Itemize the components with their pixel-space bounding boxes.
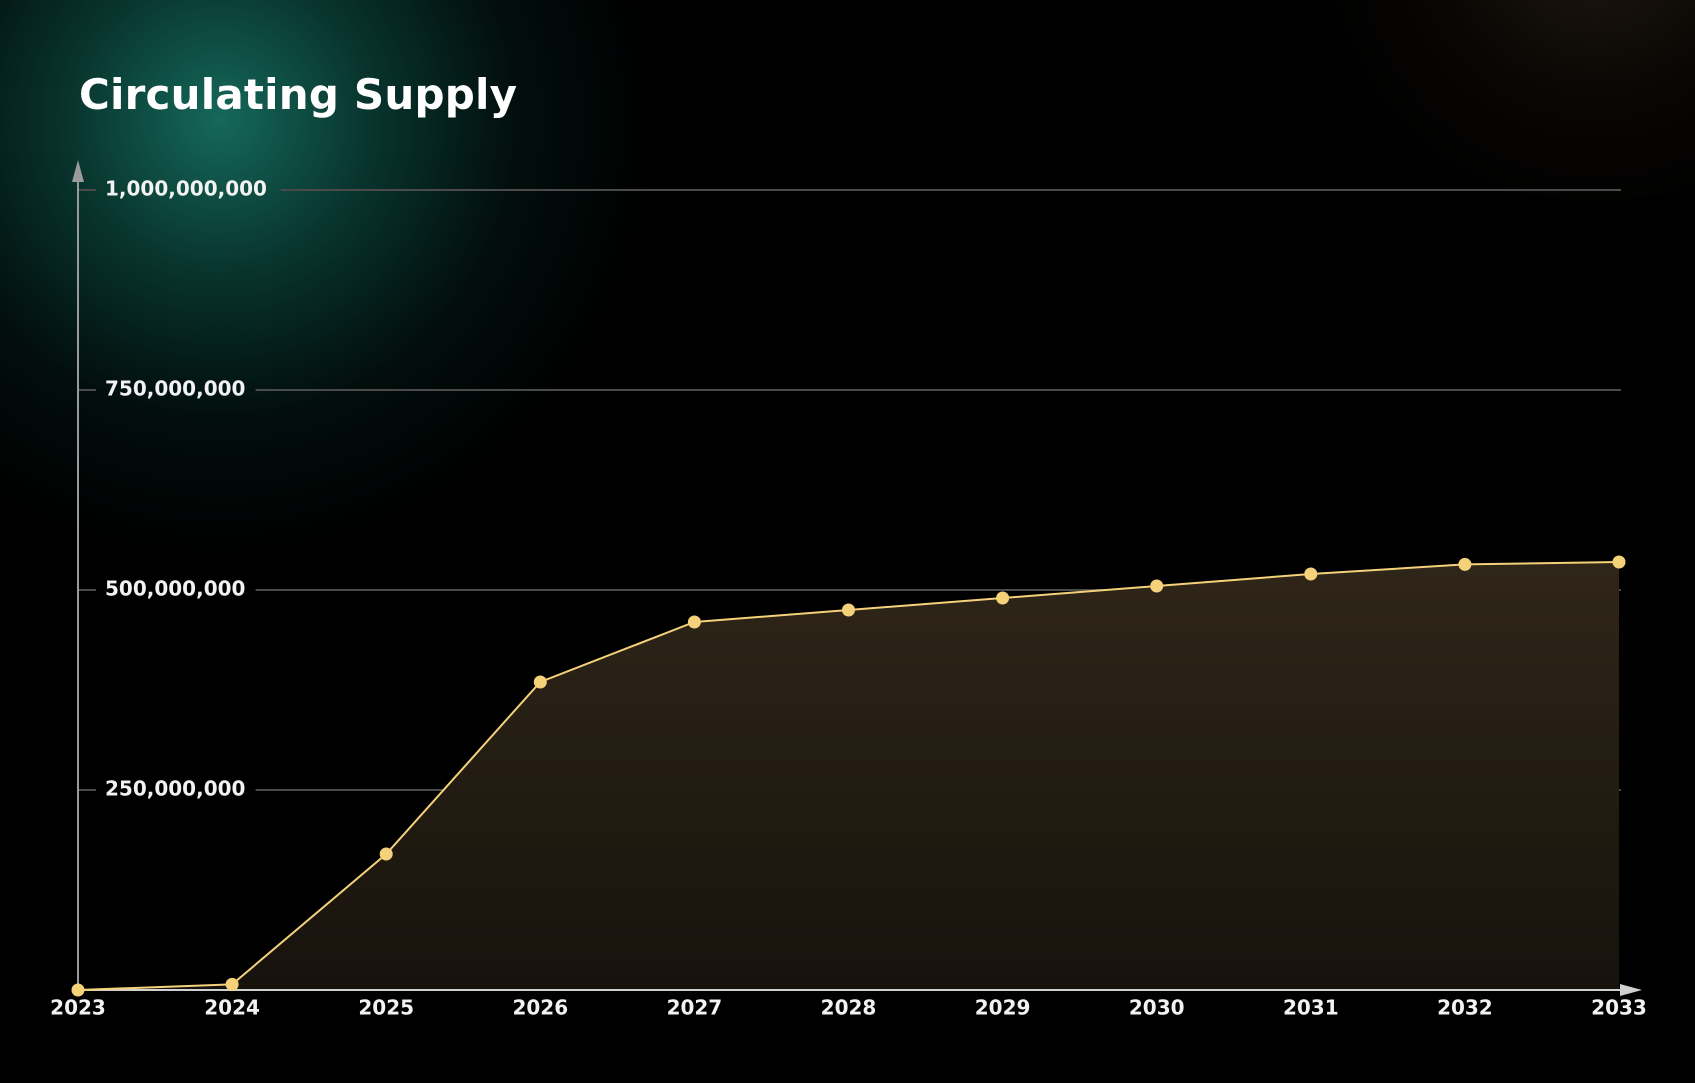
data-point <box>842 603 855 617</box>
y-tick-label: 250,000,000 <box>105 777 245 801</box>
data-points <box>71 555 1626 997</box>
data-point <box>996 591 1010 605</box>
y-axis-arrow <box>72 160 84 182</box>
chart-title: Circulating Supply <box>79 70 518 119</box>
data-point <box>1150 579 1164 593</box>
data-point <box>225 977 239 991</box>
x-tick-label: 2024 <box>204 996 260 1020</box>
x-axis-arrow <box>1620 984 1642 996</box>
data-point <box>71 983 85 997</box>
data-point <box>533 675 547 689</box>
x-tick-labels: 2023 2024 2025 2026 2027 2028 2029 2030 2031 2032… <box>50 996 1647 1020</box>
y-tick-label: 1,000,000,000 <box>105 177 267 201</box>
x-tick-label: 2025 <box>358 996 414 1020</box>
axes <box>72 160 1642 996</box>
data-point <box>379 847 393 861</box>
data-point <box>687 615 701 629</box>
data-point <box>1304 567 1318 581</box>
y-tick-label: 750,000,000 <box>105 377 245 401</box>
x-tick-label: 2027 <box>667 996 723 1020</box>
x-tick-label: 2028 <box>821 996 877 1020</box>
x-tick-label: 2029 <box>975 996 1031 1020</box>
y-tick-label: 500,000,000 <box>105 577 245 601</box>
x-tick-label: 2023 <box>50 996 106 1020</box>
x-tick-label: 2032 <box>1437 996 1493 1020</box>
data-point <box>1612 555 1626 569</box>
y-tick-labels: 250,000,000 500,000,000 750,000,000 1,000,0… <box>105 177 267 801</box>
area-fill <box>78 562 1619 990</box>
data-point <box>1458 557 1472 571</box>
x-tick-label: 2030 <box>1129 996 1185 1020</box>
x-tick-label: 2033 <box>1591 996 1647 1020</box>
x-tick-label: 2031 <box>1283 996 1339 1020</box>
x-tick-label: 2026 <box>512 996 568 1020</box>
